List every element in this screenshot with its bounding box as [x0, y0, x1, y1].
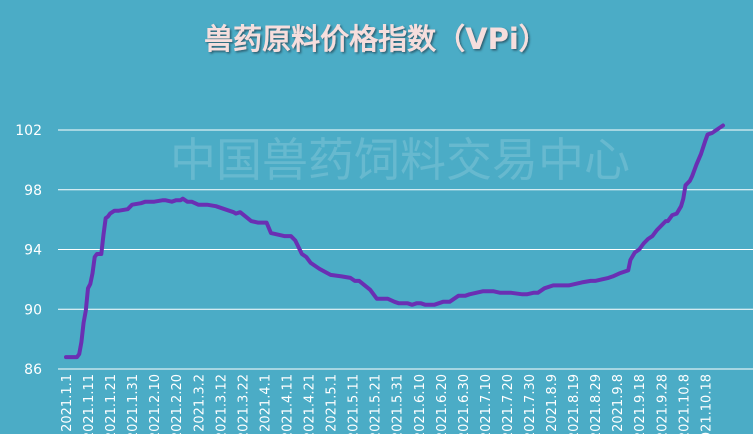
x-tick-label: 2021.10.18 — [699, 374, 714, 434]
x-tick-label: 2021.3.12 — [214, 374, 229, 434]
x-tick-label: 2021.7.30 — [523, 374, 538, 434]
x-tick-label: 2021.8.19 — [567, 374, 582, 434]
x-tick-label: 2021.1.21 — [104, 374, 119, 434]
x-tick-label: 2021.4.11 — [280, 374, 295, 434]
chart-title: 兽药原料价格指数（VPi） — [204, 22, 548, 56]
x-tick-label: 2021.8.29 — [589, 374, 604, 434]
y-axis-ticks: 86 90 94 98 102 — [15, 123, 42, 378]
x-tick-label: 2021.4.21 — [303, 374, 318, 434]
x-tick-label: 2021.7.10 — [479, 374, 494, 434]
y-tick-label: 86 — [24, 362, 42, 378]
x-tick-label: 2021.10.8 — [677, 374, 692, 434]
y-tick-label: 90 — [24, 302, 42, 318]
watermark: 中国兽药饲料交易中心 — [170, 133, 630, 187]
x-tick-label: 2021.1.11 — [82, 374, 97, 434]
x-tick-label: 2021.5.31 — [391, 374, 406, 434]
y-tick-label: 94 — [24, 243, 42, 259]
gridlines — [58, 129, 753, 370]
x-tick-label: 2021.9.18 — [633, 374, 648, 434]
x-tick-label: 2021.9.8 — [611, 374, 626, 432]
series-line — [64, 123, 725, 360]
x-tick-label: 2021.1.31 — [126, 374, 141, 434]
y-tick-label: 102 — [15, 123, 42, 139]
x-tick-label: 2021.5.1 — [325, 374, 340, 432]
x-tick-label: 2021.7.20 — [501, 374, 516, 434]
x-tick-label: 2021.8.9 — [545, 374, 560, 432]
x-tick-label: 2021.6.20 — [435, 374, 450, 434]
x-tick-label: 2021.2.20 — [170, 374, 185, 434]
y-tick-label: 98 — [24, 183, 42, 199]
x-tick-label: 2021.4.1 — [258, 374, 273, 432]
x-tick-label: 2021.9.28 — [655, 374, 670, 434]
x-tick-label: 2021.1.1 — [60, 374, 75, 432]
x-tick-label: 2021.3.22 — [236, 374, 251, 434]
x-tick-label: 2021.5.11 — [347, 374, 362, 434]
x-tick-label: 2021.6.10 — [413, 374, 428, 434]
x-tick-label: 2021.6.30 — [457, 374, 472, 434]
x-tick-label: 2021.3.2 — [192, 374, 207, 432]
x-tick-label: 2021.5.21 — [369, 374, 384, 434]
x-axis-ticks: 2021.1.1 2021.1.11 2021.1.21 2021.1.31 2021.… — [60, 374, 714, 434]
x-tick-label: 2021.2.10 — [148, 374, 163, 434]
